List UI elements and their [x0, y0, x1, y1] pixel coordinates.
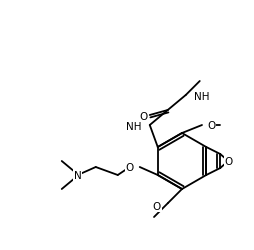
Text: N: N	[74, 170, 82, 180]
Text: O: O	[140, 112, 148, 122]
Text: O: O	[153, 201, 161, 211]
Text: O: O	[224, 156, 232, 166]
Text: NH: NH	[194, 92, 209, 102]
Text: O: O	[125, 162, 134, 172]
Text: NH: NH	[126, 122, 142, 132]
Text: O: O	[207, 120, 215, 130]
